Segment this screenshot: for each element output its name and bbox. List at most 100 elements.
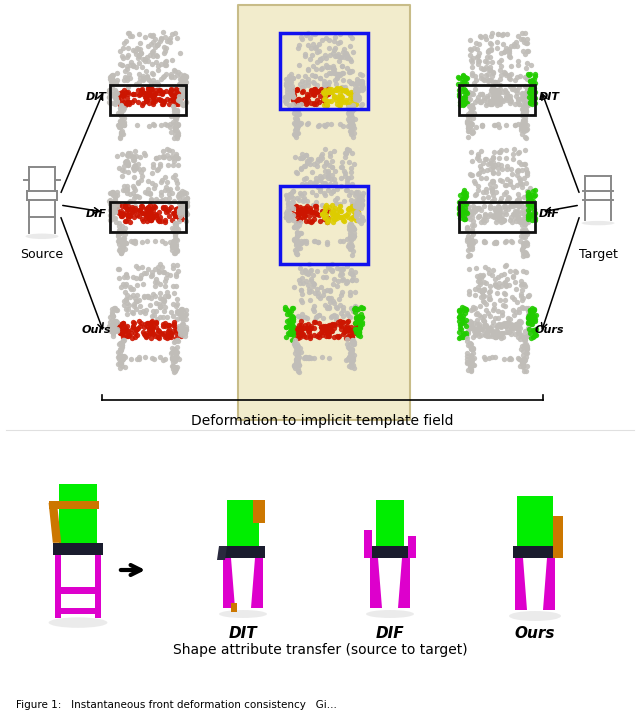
Point [481,214,491,226]
Point [172,322,182,334]
Point [116,357,126,368]
Point [167,240,177,251]
Point [300,77,310,88]
Point [530,190,540,201]
Point [166,84,177,95]
Point [148,91,158,102]
Point [129,160,139,172]
Point [170,226,180,238]
Point [141,235,152,246]
Point [294,214,305,226]
Point [317,205,327,216]
Point [340,85,350,97]
Point [454,203,464,214]
Point [177,84,187,96]
Point [343,173,353,184]
Point [483,307,493,319]
Point [159,97,169,108]
Point [459,185,469,196]
Point [516,331,526,342]
Point [454,212,465,223]
Point [147,352,157,364]
Point [325,118,335,130]
Point [122,324,132,336]
Point [320,205,330,216]
Point [504,90,515,102]
Point [482,73,492,84]
Point [335,88,345,100]
Point [180,200,191,212]
Point [161,85,172,97]
Point [527,90,537,101]
Point [478,215,488,226]
Point [522,228,532,240]
Point [169,240,179,251]
Point [287,314,298,325]
Point [490,312,500,324]
Point [154,84,164,95]
Point [114,218,124,229]
Point [491,325,501,337]
Point [530,212,540,223]
Point [326,293,337,304]
Point [292,342,302,353]
Point [495,92,505,104]
Point [344,353,355,364]
Point [149,90,159,101]
Point [104,195,115,206]
Point [349,325,359,337]
Point [118,335,128,347]
Point [502,173,512,185]
Point [344,354,355,365]
Point [463,231,473,242]
Point [168,100,178,112]
Point [515,316,525,327]
Point [147,315,157,326]
Point [476,31,486,42]
Point [481,33,492,44]
Point [122,308,132,319]
Polygon shape [52,543,103,556]
Point [288,326,298,338]
Point [523,291,533,302]
Point [356,311,367,322]
Point [115,346,125,357]
Point [523,302,533,314]
Point [529,77,539,88]
Point [116,221,127,232]
Point [474,155,484,166]
Point [107,314,117,326]
Point [465,354,476,366]
Polygon shape [408,536,416,558]
Point [173,208,184,220]
Point [476,291,486,303]
Point [287,186,297,198]
Point [518,121,529,132]
Point [131,190,141,202]
Point [474,284,484,296]
Point [164,188,174,200]
Point [321,217,332,228]
Point [115,99,125,110]
Point [303,77,313,88]
Point [310,28,320,39]
Point [291,340,301,352]
Bar [280,186,368,264]
Point [291,208,301,219]
Point [525,327,535,339]
Point [142,188,152,199]
Point [113,90,124,101]
Point [465,242,475,253]
Point [294,352,304,363]
Point [160,216,170,228]
Point [152,261,163,273]
Point [147,168,157,179]
Point [175,188,186,200]
Point [527,76,537,87]
Point [179,69,189,81]
Point [529,210,540,221]
Point [514,353,524,364]
Point [345,202,355,213]
Point [529,326,539,337]
Point [349,159,359,170]
